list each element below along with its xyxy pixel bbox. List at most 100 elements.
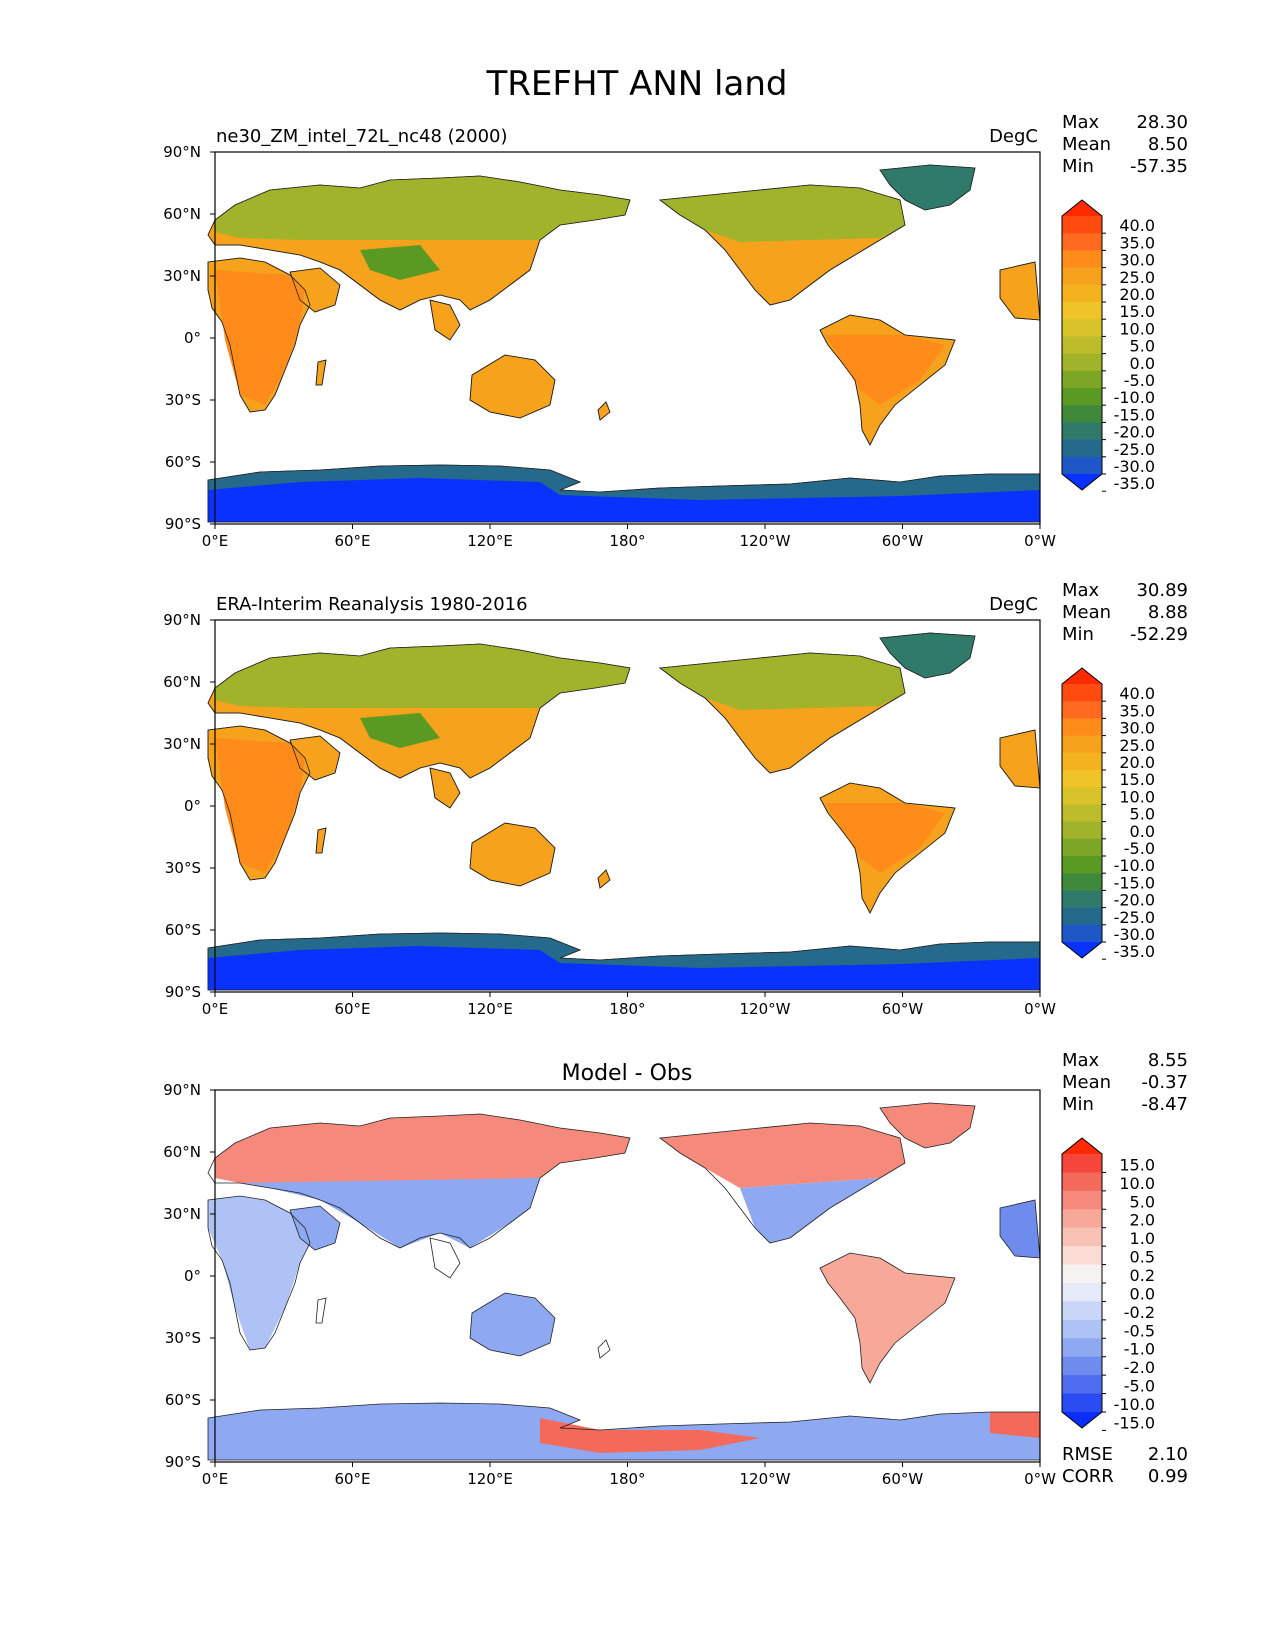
x-tick-label: 60°W <box>882 1470 924 1488</box>
stat-label-max: Max <box>1062 1050 1100 1071</box>
colorbar-swatch <box>1062 873 1102 891</box>
colorbar-level: 25.0 <box>1119 268 1155 287</box>
colorbar-level: -25.0 <box>1114 440 1155 459</box>
colorbar-level: 30.0 <box>1119 251 1155 270</box>
map-land <box>207 632 1041 991</box>
colorbar-swatch <box>1062 838 1102 857</box>
y-tick-label: 30°S <box>165 859 201 877</box>
stat-value-max: 28.30 <box>1136 112 1188 133</box>
colorbar-level: -10.0 <box>1114 1395 1155 1414</box>
colorbar-swatch <box>1062 1375 1102 1395</box>
y-tick-label: 90°S <box>165 515 201 533</box>
antarctica-interior <box>208 946 1040 990</box>
colorbar-swatch <box>1062 405 1102 423</box>
colorbar-swatch <box>1062 319 1102 337</box>
colorbar-swatch <box>1062 1301 1102 1321</box>
tibet <box>360 245 440 280</box>
colorbar-swatch <box>1062 1227 1102 1247</box>
colorbar-level: -15.0 <box>1114 873 1155 892</box>
colorbar-swatch <box>1062 1264 1102 1284</box>
y-tick-label: 30°N <box>163 267 201 285</box>
colorbar-level: 0.0 <box>1130 822 1155 841</box>
stat-label-mean: Mean <box>1062 1072 1111 1093</box>
colorbar-level: 0.0 <box>1130 1284 1155 1303</box>
colorbar-swatch <box>1062 924 1102 943</box>
colorbar-level: 20.0 <box>1119 285 1155 304</box>
colorbar-level: -5.0 <box>1124 1377 1155 1396</box>
y-tick-label: 60°N <box>163 673 201 691</box>
colorbar-level: -10.0 <box>1114 856 1155 875</box>
colorbar-swatch <box>1062 336 1102 355</box>
colorbar-level: 10.0 <box>1119 1174 1155 1193</box>
colorbar-swatch <box>1062 770 1102 788</box>
colorbar-level: 20.0 <box>1119 753 1155 772</box>
colorbar-swatch <box>1062 804 1102 823</box>
map-land <box>207 164 1041 523</box>
colorbar-level: -30.0 <box>1114 457 1155 476</box>
x-tick-label: 120°W <box>740 1000 791 1018</box>
eurasia-north <box>215 644 630 708</box>
stat-value-mean: -0.37 <box>1141 1072 1188 1093</box>
colorbar-level: -30.0 <box>1114 925 1155 944</box>
stat-label-min: Min <box>1062 156 1094 177</box>
x-tick-label: 0°W <box>1024 532 1056 550</box>
colorbar-swatch <box>1062 284 1102 303</box>
australia-warm <box>480 830 552 878</box>
colorbar-swatch <box>1062 216 1102 234</box>
colorbar-level: 10.0 <box>1119 319 1155 338</box>
x-tick-label: 0°E <box>202 532 229 550</box>
colorbar-swatch <box>1062 439 1102 458</box>
x-tick-label: 0°E <box>202 1000 229 1018</box>
colorbar-swatch <box>1062 890 1102 909</box>
colorbar-extend-bottom <box>1062 1412 1102 1428</box>
colorbar-level: -5.0 <box>1124 839 1155 858</box>
y-tick-label: 0° <box>184 329 201 347</box>
colorbar-swatch <box>1062 267 1102 286</box>
x-tick-label: 60°E <box>334 1470 370 1488</box>
colorbar-level: -35.0 <box>1114 474 1155 493</box>
colorbar-level: 1.0 <box>1130 1229 1155 1248</box>
y-tick-label: 90°S <box>165 1453 201 1471</box>
colorbar-swatch <box>1062 353 1102 372</box>
panel-units: DegC <box>989 594 1038 615</box>
stat-label-mean: Mean <box>1062 602 1111 623</box>
stat-label-min: Min <box>1062 1094 1094 1115</box>
colorbar-swatch <box>1062 821 1102 840</box>
colorbar-level: -5.0 <box>1124 371 1155 390</box>
eurasia-north <box>215 176 630 240</box>
x-tick-label: 0°W <box>1024 1000 1056 1018</box>
colorbar-extend-top <box>1062 668 1102 684</box>
stat-value-min: -8.47 <box>1141 1094 1188 1115</box>
x-tick-label: 60°W <box>882 1000 924 1018</box>
samerica-warm <box>825 803 945 873</box>
x-tick-label: 0°E <box>202 1470 229 1488</box>
colorbar-level: -20.0 <box>1114 891 1155 910</box>
namerica-north <box>660 653 905 710</box>
stat-value-mean: 8.88 <box>1148 602 1188 623</box>
colorbar-swatch <box>1062 1172 1102 1192</box>
x-tick-label: 120°W <box>740 1470 791 1488</box>
stat-value-min: -52.29 <box>1130 624 1188 645</box>
colorbar-level: -20.0 <box>1114 423 1155 442</box>
panel-units: DegC <box>989 126 1038 147</box>
x-tick-label: 120°E <box>467 1000 513 1018</box>
namerica-north <box>660 185 905 242</box>
colorbar-swatch <box>1062 388 1102 406</box>
africa-warm <box>215 270 305 405</box>
panel-difference: Model - Obs Max 8.55 Mean -0.37 Min -8.47 0°E 60… <box>163 1050 1188 1488</box>
stat-label-max: Max <box>1062 112 1100 133</box>
colorbar-level: 25.0 <box>1119 736 1155 755</box>
colorbar-level: -1.0 <box>1124 1340 1155 1359</box>
colorbar-level: -25.0 <box>1114 908 1155 927</box>
x-tick-label: 180° <box>609 1470 645 1488</box>
colorbar-level: 0.2 <box>1130 1266 1155 1285</box>
colorbar-level: 40.0 <box>1119 216 1155 235</box>
x-tick-label: 180° <box>609 532 645 550</box>
colorbar-swatch <box>1062 370 1102 389</box>
colorbar-extend-bottom <box>1062 942 1102 958</box>
stat-value-min: -57.35 <box>1130 156 1188 177</box>
colorbar-level: 30.0 <box>1119 719 1155 738</box>
colorbar-level: 40.0 <box>1119 684 1155 703</box>
colorbar-swatch <box>1062 233 1102 251</box>
